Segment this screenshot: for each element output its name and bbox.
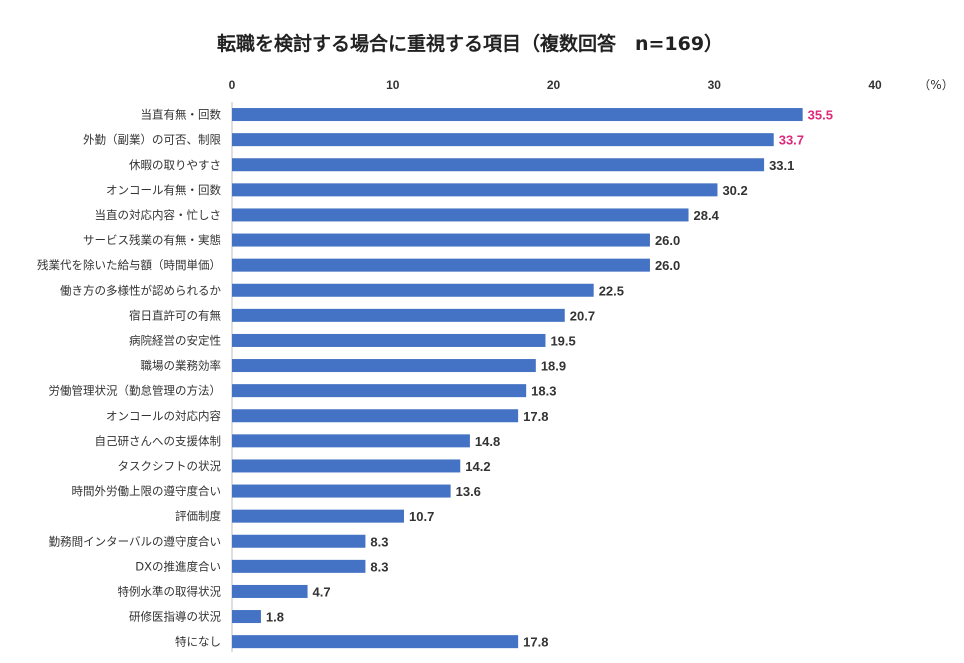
- bar: [232, 610, 261, 624]
- category-label: オンコール有無・回数: [106, 183, 221, 197]
- x-tick-label: 0: [229, 78, 236, 92]
- data-label: 10.7: [409, 509, 434, 524]
- data-label: 14.8: [475, 434, 500, 449]
- category-label: 特例水準の取得状況: [118, 584, 222, 598]
- category-label: タスクシフトの状況: [118, 459, 222, 473]
- category-label: 宿日直許可の有無: [129, 308, 221, 322]
- bar: [232, 409, 519, 423]
- bar: [232, 233, 650, 247]
- bar: [232, 283, 594, 297]
- data-label: 30.2: [722, 183, 747, 198]
- bar: [232, 584, 308, 598]
- bar: [232, 208, 689, 222]
- chart-title: 転職を検討する場合に重視する項目（複数回答 n=169）: [217, 32, 723, 55]
- category-label: 労働管理状況（勤怠管理の方法）: [49, 384, 222, 398]
- bar: [232, 158, 765, 172]
- data-label: 26.0: [655, 258, 680, 273]
- data-label: 28.4: [694, 208, 720, 223]
- data-label: 26.0: [655, 233, 680, 248]
- data-label: 4.7: [313, 584, 331, 599]
- category-label: 病院経営の安定性: [129, 333, 221, 347]
- data-label: 1.8: [266, 610, 284, 625]
- axis-unit-label: （%）: [918, 78, 953, 92]
- category-label: サービス残業の有無・実態: [83, 233, 221, 247]
- x-tick-label: 30: [708, 78, 722, 92]
- bar: [232, 509, 405, 523]
- bar: [232, 133, 774, 147]
- x-tick-label: 20: [547, 78, 561, 92]
- data-label: 17.8: [523, 409, 548, 424]
- data-label: 18.3: [531, 384, 556, 399]
- category-label: 自己研さんへの支援体制: [95, 434, 222, 448]
- data-label: 22.5: [599, 283, 624, 298]
- bar: [232, 308, 565, 322]
- bars-group: 当直有無・回数 35.5 外勤（副業）の可否、制限 33.7 休暇の取りやすさ 33.1 オ…: [37, 108, 833, 650]
- data-label: 17.8: [523, 635, 548, 650]
- category-label: 働き方の多様性が認められるか: [60, 283, 221, 297]
- category-label: オンコールの対応内容: [106, 409, 221, 423]
- bar: [232, 183, 718, 197]
- data-label: 18.9: [541, 359, 566, 374]
- data-label: 8.3: [370, 534, 388, 549]
- category-label: 当直の対応内容・忙しさ: [95, 208, 222, 222]
- category-label: DXの推進度合い: [135, 559, 221, 573]
- category-label: 休暇の取りやすさ: [129, 158, 221, 172]
- data-label: 33.1: [769, 158, 794, 173]
- bar: [232, 534, 366, 548]
- x-tick-label: 40: [868, 78, 882, 92]
- data-label: 19.5: [550, 333, 575, 348]
- bar: [232, 434, 470, 448]
- category-label: 外勤（副業）の可否、制限: [83, 133, 221, 147]
- category-label: 職場の業務効率: [141, 359, 222, 373]
- bar: [232, 359, 536, 373]
- bar: [232, 384, 527, 398]
- category-label: 勤務間インターバルの遵守度合い: [49, 534, 221, 548]
- bar: [232, 559, 366, 573]
- data-label: 33.7: [779, 133, 804, 148]
- category-label: 当直有無・回数: [141, 108, 222, 122]
- data-label: 20.7: [570, 308, 595, 323]
- bar: [232, 635, 519, 649]
- bar: [232, 258, 650, 272]
- bar: [232, 459, 461, 473]
- x-axis: 0 10 20 30 40: [229, 78, 882, 92]
- data-label: 13.6: [456, 484, 481, 499]
- data-label: 14.2: [465, 459, 490, 474]
- category-label: 評価制度: [175, 509, 221, 523]
- category-label: 研修医指導の状況: [129, 610, 221, 624]
- bar: [232, 108, 803, 122]
- bar: [232, 484, 451, 498]
- x-tick-label: 10: [386, 78, 400, 92]
- data-label: 35.5: [808, 108, 833, 123]
- category-label: 時間外労働上限の遵守度合い: [72, 484, 222, 498]
- data-label: 8.3: [370, 559, 388, 574]
- category-label: 特になし: [175, 635, 221, 649]
- category-label: 残業代を除いた給与額（時間単価）: [37, 258, 221, 272]
- bar: [232, 333, 546, 347]
